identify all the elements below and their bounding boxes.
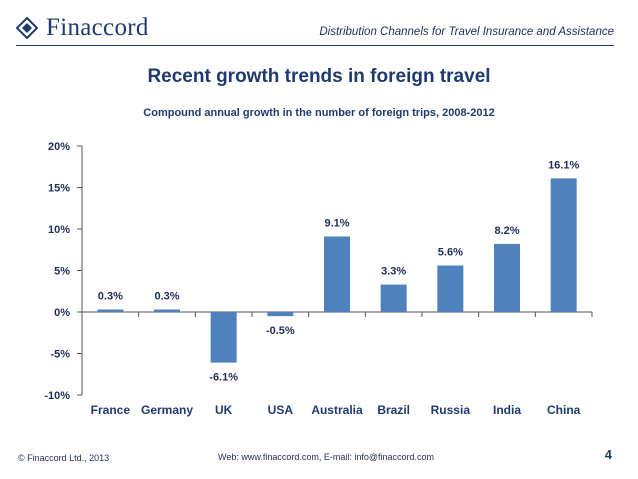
data-label: 3.3% — [381, 266, 406, 278]
page-number: 4 — [604, 447, 612, 462]
bar-uk — [210, 312, 237, 363]
y-tick-label: 20% — [48, 141, 70, 153]
bar-france — [97, 309, 124, 312]
data-label: -6.1% — [209, 372, 238, 384]
bar-usa — [267, 312, 294, 317]
data-label: 0.3% — [98, 291, 123, 303]
copyright-text: © Finaccord Ltd., 2013 — [18, 453, 110, 463]
data-label: 16.1% — [548, 159, 579, 171]
y-tick-label: -5% — [50, 349, 70, 361]
bar-russia — [437, 265, 464, 312]
category-label: Australia — [311, 403, 363, 417]
bar-brazil — [380, 284, 407, 312]
bar-australia — [324, 236, 350, 312]
data-label: 8.2% — [494, 225, 519, 237]
category-label: China — [547, 403, 581, 417]
brand-diamond-icon — [16, 17, 38, 39]
brand-logo: Finaccord — [16, 14, 149, 42]
bar-india — [494, 243, 520, 312]
y-tick-label: 0% — [54, 307, 70, 319]
bar-china — [550, 178, 577, 312]
data-label: 0.3% — [154, 291, 179, 303]
brand-name: Finaccord — [46, 14, 149, 41]
y-tick-label: 10% — [48, 224, 70, 236]
y-tick-label: 15% — [48, 183, 70, 195]
chart-subtitle: Compound annual growth in the number of … — [143, 107, 495, 119]
y-tick-label: 5% — [54, 266, 70, 278]
contact-text: Web: www.finaccord.com, E-mail: info@fin… — [218, 452, 435, 462]
category-label: Germany — [141, 403, 193, 417]
bar-germany — [154, 309, 180, 312]
header-divider — [16, 45, 614, 46]
category-label: Brazil — [377, 403, 410, 417]
category-label: India — [493, 403, 521, 417]
data-label: -0.5% — [266, 325, 295, 337]
section-title: Distribution Channels for Travel Insuran… — [319, 26, 614, 38]
category-label: Russia — [431, 403, 471, 417]
page-title: Recent growth trends in foreign travel — [147, 66, 491, 87]
data-label: 9.1% — [324, 217, 349, 229]
data-label: 5.6% — [438, 247, 463, 259]
category-label: USA — [268, 403, 294, 417]
category-label: France — [91, 403, 131, 417]
category-label: UK — [215, 403, 233, 417]
y-tick-label: -10% — [44, 390, 70, 402]
